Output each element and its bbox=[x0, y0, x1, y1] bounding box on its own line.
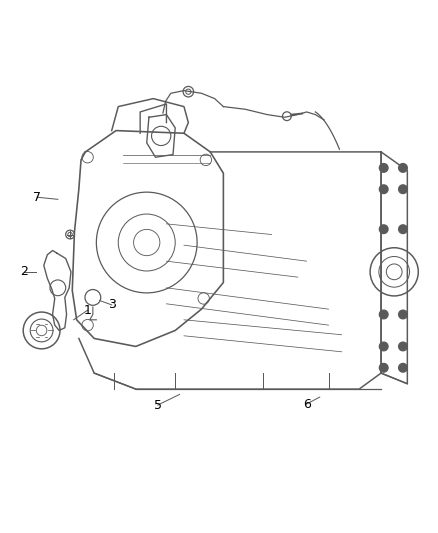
Circle shape bbox=[379, 342, 388, 351]
Circle shape bbox=[399, 310, 407, 319]
Text: 7: 7 bbox=[33, 191, 41, 204]
Text: 2: 2 bbox=[20, 265, 28, 278]
Circle shape bbox=[379, 364, 388, 372]
Circle shape bbox=[379, 164, 388, 172]
Text: 6: 6 bbox=[303, 398, 311, 410]
Text: 3: 3 bbox=[108, 298, 116, 311]
Circle shape bbox=[379, 225, 388, 233]
Circle shape bbox=[379, 310, 388, 319]
Text: 5: 5 bbox=[154, 399, 162, 411]
Text: 1: 1 bbox=[84, 304, 92, 317]
Circle shape bbox=[379, 185, 388, 193]
Circle shape bbox=[399, 225, 407, 233]
Circle shape bbox=[399, 342, 407, 351]
Circle shape bbox=[399, 164, 407, 172]
Circle shape bbox=[399, 364, 407, 372]
Circle shape bbox=[399, 185, 407, 193]
